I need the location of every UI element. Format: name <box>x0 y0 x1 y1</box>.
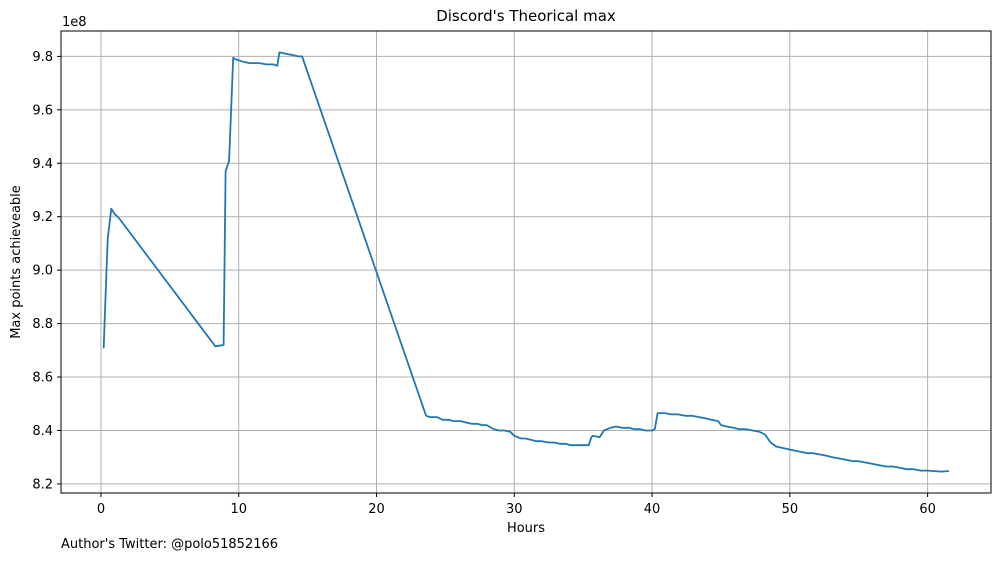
grid-lines <box>61 31 991 493</box>
y-tick-label: 8.6 <box>32 371 53 386</box>
y-offset-label: 1e8 <box>62 15 87 30</box>
x-axis-label: Hours <box>507 521 545 536</box>
y-tick-label: 8.2 <box>32 477 53 492</box>
y-axis-label: Max points achieveable <box>9 185 24 339</box>
axis-ticks: 0 10 20 30 40 50 60 8.2 8.4 8.6 8.8 9.0 9.2 9.4 9.6 9.8 <box>32 50 936 517</box>
x-tick-label: 60 <box>919 502 936 517</box>
y-tick-label: 8.8 <box>32 317 53 332</box>
y-tick-label: 8.4 <box>32 424 53 439</box>
x-tick-label: 40 <box>644 502 661 517</box>
x-tick-label: 20 <box>368 502 385 517</box>
data-series <box>102 51 950 473</box>
x-tick-label: 50 <box>782 502 799 517</box>
y-tick-label: 9.6 <box>32 103 53 118</box>
y-tick-label: 9.4 <box>32 157 53 172</box>
author-credit: Author's Twitter: @polo51852166 <box>61 537 279 552</box>
y-tick-label: 9.2 <box>32 210 53 225</box>
y-tick-label: 9.8 <box>32 50 53 65</box>
y-tick-label: 9.0 <box>32 264 53 279</box>
plot-area-frame <box>60 30 992 494</box>
series-line <box>102 51 950 473</box>
x-tick-label: 30 <box>506 502 523 517</box>
x-tick-label: 10 <box>230 502 247 517</box>
chart-title: Discord's Theorical max <box>436 7 616 25</box>
x-tick-label: 0 <box>97 502 105 517</box>
